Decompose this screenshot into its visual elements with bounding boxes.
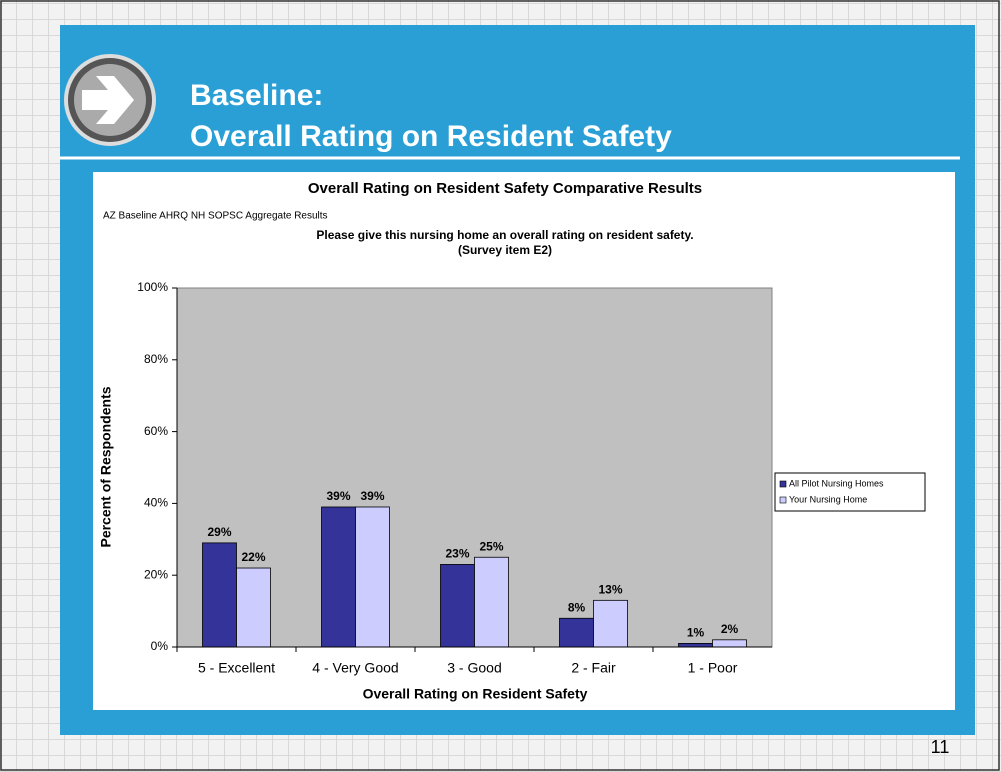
legend-label: All Pilot Nursing Homes [789,478,884,488]
arrow-icon-glyph [82,76,134,124]
chart-subtitle: AZ Baseline AHRQ NH SOPSC Aggregate Resu… [103,211,328,222]
legend-swatch [779,496,787,504]
value-label: 1% [687,626,705,640]
value-label: 2% [721,622,739,636]
value-label: 13% [598,583,622,597]
bar [202,542,237,648]
legend-swatch [779,480,787,488]
bar [712,639,747,648]
value-label: 25% [479,539,503,553]
value-label: 23% [445,547,469,561]
legend-box [774,472,926,512]
y-tick-label: 0% [151,639,169,653]
chart-title: Overall Rating on Resident Safety Compar… [308,180,702,197]
y-tick-label: 40% [144,496,168,510]
x-axis-label: Overall Rating on Resident Safety [363,686,588,702]
y-tick-label: 20% [144,567,168,581]
page-number: 11 [931,737,950,757]
bar [355,506,390,648]
y-axis-label: Percent of Respondents [98,386,114,547]
x-tick-label: 2 - Fair [571,660,616,676]
bar [321,506,356,648]
bar [236,567,271,648]
slide-title-line: Overall Rating on Resident Safety [190,120,672,153]
question: Please give this nursing home an overall… [316,228,693,242]
value-label: 29% [207,525,231,539]
bar [474,556,509,648]
bar [678,643,713,648]
bar [559,617,594,648]
bar [440,564,475,648]
value-label: 39% [360,489,384,503]
value-label: 39% [326,489,350,503]
x-tick-label: 5 - Excellent [198,660,275,676]
slide-title-line: Baseline: [190,79,323,112]
value-label: 22% [241,550,265,564]
legend-label: Your Nursing Home [789,494,867,504]
y-tick-label: 100% [137,280,168,294]
value-label: 8% [568,600,586,614]
y-tick-label: 60% [144,424,168,438]
y-tick-label: 80% [144,352,168,366]
x-tick-label: 1 - Poor [688,660,738,676]
question: (Survey item E2) [458,243,552,257]
x-tick-label: 4 - Very Good [312,660,398,676]
bar [593,599,628,648]
x-tick-label: 3 - Good [447,660,501,676]
